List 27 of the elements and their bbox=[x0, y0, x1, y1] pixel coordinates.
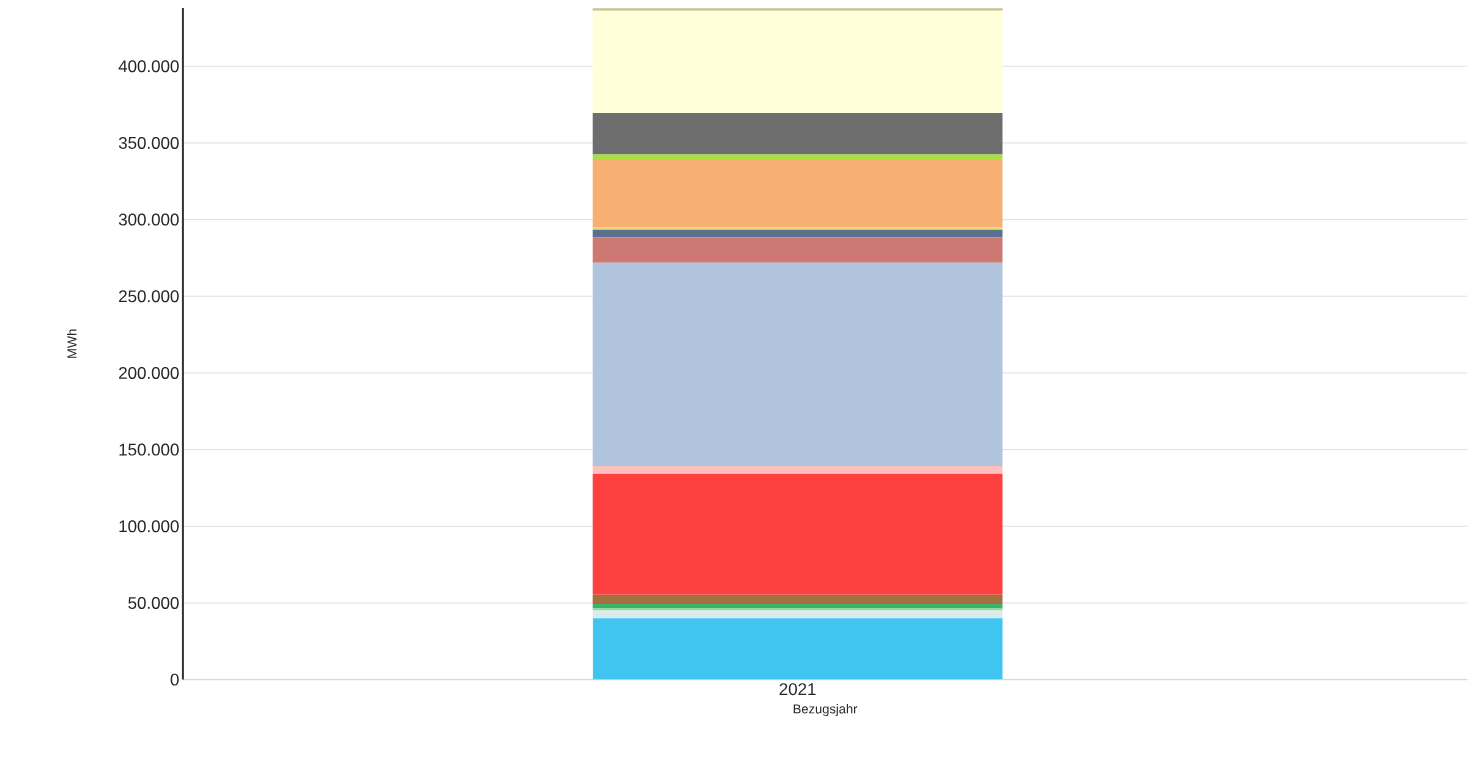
bar bbox=[592, 263, 1003, 467]
y-tick-label: 400.000 bbox=[118, 60, 179, 73]
y-tick-label: 300.000 bbox=[118, 213, 179, 226]
bar bbox=[592, 595, 1003, 605]
bar bbox=[592, 610, 1003, 619]
bar bbox=[592, 604, 1003, 609]
bar bbox=[592, 608, 1003, 611]
y-axis-title: MWh bbox=[67, 329, 77, 359]
bar bbox=[592, 473, 1003, 596]
bar bbox=[592, 230, 1003, 238]
bar bbox=[592, 237, 1003, 264]
bar bbox=[592, 618, 1003, 680]
bar bbox=[592, 10, 1003, 114]
y-tick-label: 50.000 bbox=[128, 597, 179, 610]
bar bbox=[592, 160, 1003, 228]
y-tick-label: 150.000 bbox=[119, 443, 179, 456]
bar bbox=[592, 113, 1003, 155]
y-tick-label: 350.000 bbox=[118, 137, 179, 150]
y-tick-label: 100.000 bbox=[119, 520, 179, 533]
bar bbox=[592, 466, 1003, 474]
x-axis-title: Bezugsjahr bbox=[793, 704, 858, 717]
bar bbox=[592, 8, 1003, 11]
bar bbox=[592, 154, 1003, 161]
y-tick-label: 200.000 bbox=[119, 367, 179, 380]
x-tick-label: 2021 bbox=[779, 683, 816, 696]
y-tick-label: 0 bbox=[170, 673, 179, 686]
y-tick-label: 250.000 bbox=[119, 290, 179, 303]
